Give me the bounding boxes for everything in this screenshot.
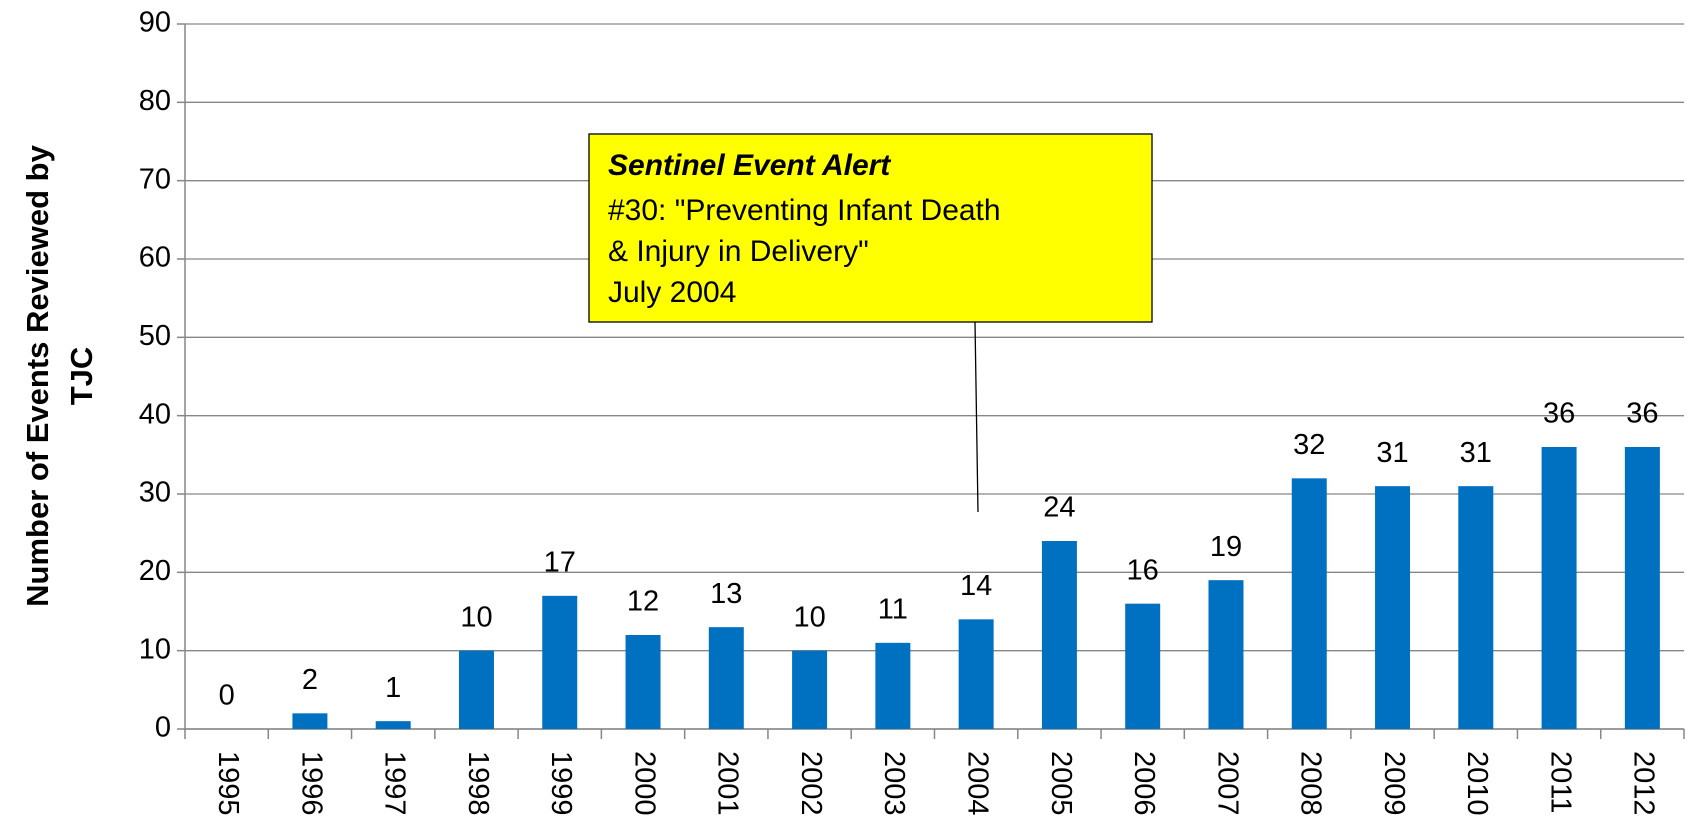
data-label: 1 (385, 672, 401, 704)
x-tick-label: 1999 (545, 751, 577, 816)
bar (1125, 603, 1161, 729)
bar (1208, 580, 1244, 729)
bar (1041, 541, 1077, 729)
bar (1291, 478, 1327, 729)
callout-box (588, 133, 1153, 323)
data-label: 31 (1376, 437, 1408, 469)
callout-line: July 2004 (608, 276, 736, 309)
x-tick-label: 2006 (1128, 751, 1160, 816)
bar (542, 595, 578, 729)
data-label: 31 (1460, 437, 1492, 469)
y-axis-title: Number of Events Reviewed by TJC (20, 144, 99, 606)
data-label: 0 (219, 680, 235, 712)
bar (1624, 447, 1660, 729)
data-label: 17 (544, 546, 576, 578)
bar (875, 642, 911, 729)
y-tick-label: 10 (139, 633, 171, 665)
callout-line: & Injury in Delivery" (608, 235, 869, 268)
x-tick-label: 2004 (961, 751, 993, 816)
x-tick-label: 1996 (295, 751, 327, 816)
x-tick-label: 2003 (878, 751, 910, 816)
x-tick-label: 1998 (462, 751, 494, 816)
x-tick-label: 2009 (1378, 751, 1410, 816)
callout-line: #30: "Preventing Infant Death (608, 194, 1001, 227)
bar (792, 650, 828, 729)
bar (958, 619, 994, 729)
bar (708, 627, 744, 729)
x-tick-label: 2002 (795, 751, 827, 816)
y-tick-label: 80 (139, 85, 171, 117)
bar (375, 721, 411, 729)
data-label: 36 (1626, 398, 1658, 430)
x-tick-label: 2012 (1628, 751, 1660, 816)
y-tick-label: 20 (139, 555, 171, 587)
x-tick-label: 2011 (1544, 751, 1576, 813)
y-tick-label: 30 (139, 477, 171, 509)
y-tick-label: 60 (139, 242, 171, 274)
x-tick-label: 2010 (1461, 751, 1493, 816)
data-label: 16 (1127, 554, 1159, 586)
data-label: 11 (878, 593, 908, 625)
data-label: 14 (960, 570, 992, 602)
x-tick-label: 2000 (628, 751, 660, 816)
data-label: 36 (1543, 398, 1575, 430)
y-tick-label: 40 (139, 398, 171, 430)
y-tick-label: 50 (139, 320, 171, 352)
callout-title: Sentinel Event Alert (608, 149, 892, 182)
data-label: 32 (1293, 429, 1325, 461)
data-label: 12 (627, 586, 659, 618)
data-label: 19 (1210, 531, 1242, 563)
data-label: 13 (710, 578, 742, 610)
bar (292, 713, 328, 729)
y-tick-label: 90 (139, 7, 171, 39)
x-tick-label: 2001 (712, 751, 744, 816)
bar (1541, 447, 1577, 729)
bar (1375, 486, 1411, 729)
x-tick-label: 2007 (1211, 751, 1243, 816)
y-tick-label: 0 (155, 712, 171, 744)
callout-pointer (974, 321, 979, 513)
data-label: 10 (793, 601, 825, 633)
data-label: 24 (1043, 492, 1075, 524)
y-tick-label: 70 (139, 163, 171, 195)
x-tick-label: 2008 (1295, 751, 1327, 816)
bar (625, 635, 661, 729)
data-label: 10 (460, 601, 492, 633)
bar (1458, 486, 1494, 729)
y-axis-title-line: Number of Events Reviewed by (20, 144, 55, 606)
data-label: 2 (302, 664, 318, 696)
x-tick-label: 2005 (1045, 751, 1077, 816)
x-tick-label: 1995 (212, 751, 244, 816)
x-tick-label: 1997 (379, 751, 411, 816)
y-axis-title-line: TJC (64, 347, 99, 406)
bar (458, 650, 494, 729)
